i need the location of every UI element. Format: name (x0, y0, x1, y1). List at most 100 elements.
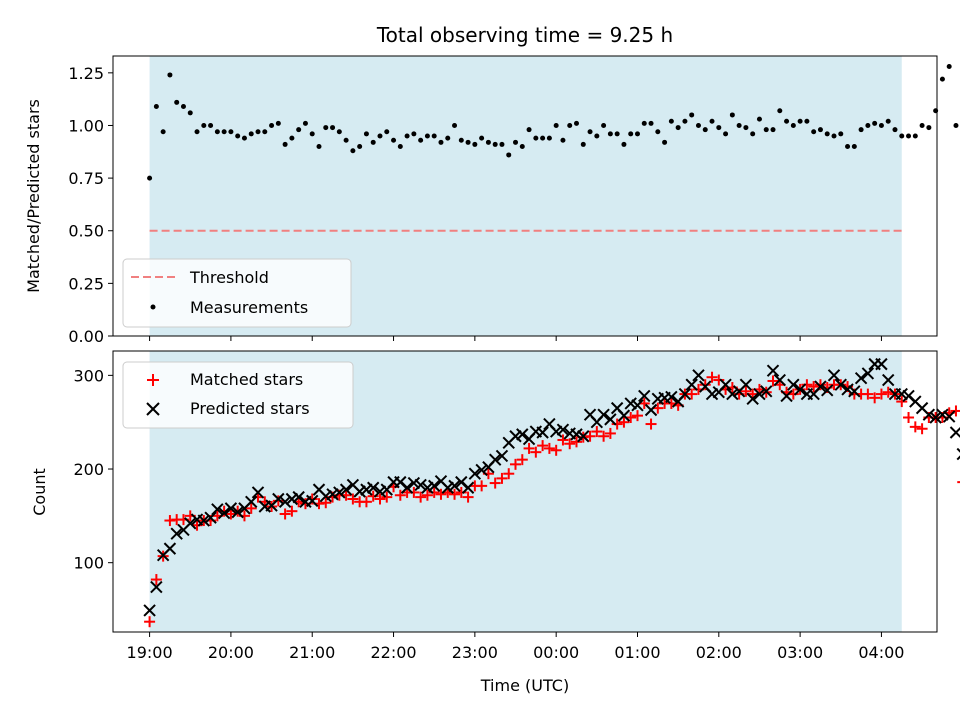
measurement-point (662, 139, 668, 145)
predicted-star-point (170, 527, 183, 540)
measurement-point (811, 129, 817, 135)
measurement-point (594, 133, 600, 139)
measurement-point (492, 141, 498, 147)
measurement-point (716, 125, 722, 131)
matched-star-point (814, 379, 826, 391)
matched-star-point (699, 379, 711, 391)
legend-matched-swatch (147, 374, 159, 386)
measurement-point (363, 131, 369, 137)
measurement-point (269, 122, 275, 128)
predicted-star-point (942, 410, 956, 423)
measurement-point (621, 141, 627, 147)
top-y-tick-label: 1.25 (68, 64, 104, 83)
bottom-y-axis-label: Count (30, 468, 49, 516)
x-tick-label: 02:00 (696, 643, 742, 662)
top-legend-box (122, 258, 352, 328)
top-y-tick-label: 0.00 (68, 327, 104, 346)
predicted-star-point (597, 408, 610, 421)
measurement-point (323, 125, 329, 131)
predicted-star-point (617, 409, 631, 422)
measurement-point (872, 120, 878, 126)
matched-star-point (543, 442, 555, 454)
measurement-point (546, 135, 552, 141)
legend-measurements-swatch (150, 304, 156, 310)
bottom-y-tick-label: 200 (73, 460, 104, 479)
predicted-star-point (339, 483, 353, 496)
measurement-point (519, 144, 525, 150)
predicted-star-point (143, 604, 156, 617)
predicted-star-point (516, 428, 529, 441)
measurement-point (607, 131, 613, 137)
measurement-point (241, 135, 247, 141)
measurement-point (526, 127, 532, 133)
predicted-star-point (468, 467, 482, 480)
measurement-point (397, 144, 403, 150)
matched-star-point (875, 388, 887, 400)
matched-star-point (150, 574, 162, 586)
measurement-point (336, 129, 342, 135)
predicted-star-point (665, 390, 678, 404)
predicted-star-point (922, 408, 936, 421)
matched-star-point (896, 396, 908, 408)
matched-star-point (286, 505, 298, 517)
predicted-star-point (753, 387, 766, 401)
measurement-point (350, 148, 356, 154)
top-y-tick-label: 0.50 (68, 222, 104, 241)
predicted-star-point (245, 495, 258, 509)
measurement-point (513, 139, 519, 145)
predicted-star-point (638, 389, 651, 403)
predicted-star-points (143, 357, 960, 617)
predicted-star-point (882, 373, 895, 387)
matched-star-point (584, 430, 596, 442)
measurement-point (919, 122, 925, 128)
matched-star-point (516, 454, 528, 466)
measurement-point (479, 135, 485, 141)
matched-star-point (476, 480, 488, 492)
measurement-point (377, 133, 383, 139)
predicted-star-point (854, 371, 868, 385)
bottom-x-ticks: 19:00 20:00 21:00 22:00 23:00 00:00 01:00 02:00… (127, 632, 904, 662)
measurement-point (289, 135, 295, 141)
predicted-star-point (400, 481, 414, 494)
measurement-point (309, 131, 315, 137)
predicted-star-point (251, 486, 265, 499)
measurement-point (452, 122, 458, 128)
measurement-point (472, 141, 478, 147)
matched-star-point (523, 442, 535, 454)
predicted-star-point (306, 494, 319, 508)
matched-star-point (408, 486, 420, 498)
bottom-axes-frame (112, 350, 938, 633)
matched-star-point (394, 489, 406, 501)
predicted-star-point (461, 481, 475, 494)
measurement-point (912, 133, 918, 139)
measurement-points (147, 64, 959, 181)
measurement-point (797, 118, 803, 124)
measurement-point (790, 122, 796, 128)
measurement-point (160, 129, 166, 135)
matched-star-point (245, 502, 257, 514)
matched-star-point (767, 375, 779, 387)
measurement-point (506, 152, 512, 158)
legend-threshold-label: Threshold (189, 268, 269, 287)
bottom-y-tick-label: 100 (73, 554, 104, 573)
matched-star-point (320, 497, 332, 509)
predicted-star-point (604, 413, 617, 426)
matched-star-point (571, 436, 582, 448)
top-y-axis-label: Matched/Predicted stars (24, 99, 43, 293)
predicted-star-point (793, 383, 807, 396)
x-tick-label: 22:00 (370, 643, 416, 662)
predicted-star-point (766, 364, 780, 377)
measurement-point (275, 120, 281, 126)
measurement-point (634, 131, 640, 137)
measurement-point (499, 141, 505, 147)
predicted-star-point (821, 384, 834, 397)
measurement-point (445, 135, 451, 141)
predicted-star-point (631, 399, 644, 412)
measurement-point (580, 141, 586, 147)
legend-predicted-swatch (146, 402, 160, 416)
x-tick-label: 21:00 (289, 643, 335, 662)
predicted-star-point (231, 505, 244, 519)
measurement-point (411, 131, 417, 137)
measurement-point (817, 127, 823, 133)
